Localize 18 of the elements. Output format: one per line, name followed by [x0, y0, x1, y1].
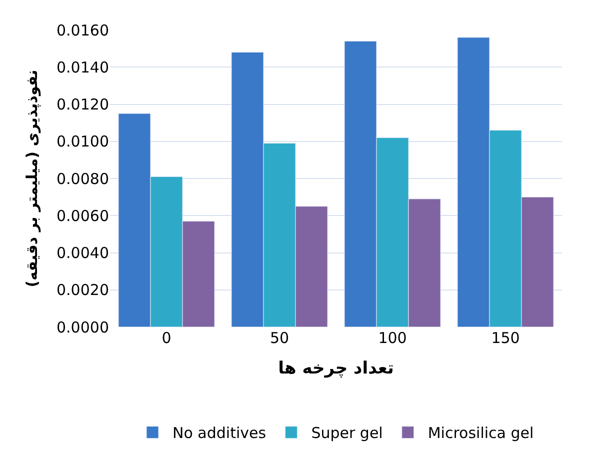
y-tick-label: 0.0000: [56, 318, 109, 336]
legend-label: No additives: [172, 424, 266, 442]
y-axis-title: نفوذپذیری (میلیمتر بر دقیقه): [22, 70, 41, 288]
y-tick-label: 0.0120: [56, 96, 109, 114]
legend-label: Super gel: [311, 424, 383, 442]
y-tick-label: 0.0040: [56, 244, 109, 262]
legend-label: Microsilica gel: [428, 424, 534, 442]
x-tick-label: 150: [491, 329, 520, 347]
x-axis-title: تعداد چرخه ها: [278, 358, 394, 378]
x-tick-label: 100: [378, 329, 407, 347]
y-tick-label: 0.0100: [56, 132, 109, 151]
y-tick-label: 0.0140: [56, 58, 109, 76]
y-tick-label: 0.0080: [56, 170, 109, 188]
y-tick-label: 0.0060: [56, 206, 109, 225]
y-tick-label: 0.0020: [56, 281, 109, 300]
x-tick-label: 50: [270, 329, 290, 347]
y-tick-label: 0.0160: [56, 21, 109, 40]
x-tick-label: 0: [162, 329, 172, 347]
